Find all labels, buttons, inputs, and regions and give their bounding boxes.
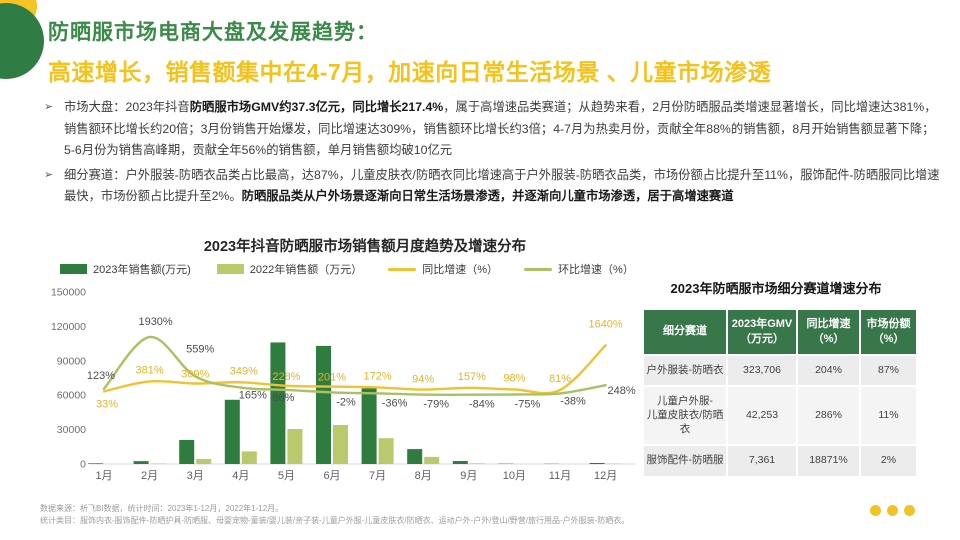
svg-text:12月: 12月: [594, 470, 617, 482]
legend-item: 同比增速（%）: [388, 261, 498, 277]
legend-label: 2023年销售额(万元): [93, 264, 191, 276]
page-title-line2: 高速增长，销售额集中在4-7月，加速向日常生活场景 、儿童市场渗透: [48, 59, 772, 85]
svg-text:7月: 7月: [369, 470, 386, 482]
footer-source-line: 数据来源：析飞BI数据，统计时间：2023年1-12月，2022年1-12月。: [40, 504, 284, 513]
svg-text:8月: 8月: [415, 470, 432, 482]
legend-item: 环比增速（%）: [524, 261, 634, 277]
svg-text:6月: 6月: [323, 470, 340, 482]
svg-text:94%: 94%: [412, 374, 434, 386]
svg-text:309%: 309%: [181, 368, 209, 380]
legend-item: 2022年销售额（万元）: [216, 261, 363, 277]
pagination-dots: [870, 505, 915, 516]
svg-text:90000: 90000: [57, 355, 86, 367]
footer-category-line: 统计类目：服饰内衣-服饰配件-防晒护具-防晒服、母婴宠物-童装/婴儿装/亲子装-…: [40, 516, 630, 526]
svg-text:248%: 248%: [608, 385, 636, 397]
svg-text:60000: 60000: [57, 390, 86, 402]
svg-text:86%: 86%: [272, 392, 294, 404]
svg-text:349%: 349%: [230, 365, 258, 377]
legend-swatch: [388, 267, 417, 271]
bullet-list: ➢ 市场大盘：2023年抖音防晒服市场GMV约37.3亿元，同比增长217.4%，…: [44, 97, 940, 211]
svg-text:1930%: 1930%: [138, 316, 172, 328]
bullet-text: 市场大盘：2023年抖音防晒服市场GMV约37.3亿元，同比增长217.4%，属…: [64, 100, 937, 157]
table-header-cell: 市场份额 （%）: [861, 310, 916, 354]
table-cell: 服饰配件-防晒服: [644, 446, 726, 476]
sales-trend-combo-chart: 0 30000 60000 90000 120000 150000 1月 2月 3月 4月 5月 6月…: [51, 287, 636, 482]
svg-text:9月: 9月: [460, 470, 477, 482]
svg-text:123%: 123%: [87, 370, 115, 382]
svg-text:81%: 81%: [549, 373, 571, 385]
svg-text:120000: 120000: [51, 321, 86, 333]
table-cell: 11%: [861, 387, 916, 445]
legend-swatch: [524, 267, 553, 271]
table-cell: 42,253: [728, 387, 796, 445]
table-cell: 323,706: [728, 355, 796, 386]
table-row: 户外服装-防晒衣 323,706 204% 87%: [644, 355, 916, 386]
svg-text:3月: 3月: [187, 470, 204, 482]
legend-label: 同比增速（%）: [422, 264, 499, 276]
legend-label: 2022年销售额（万元）: [249, 264, 363, 276]
svg-text:11月: 11月: [549, 470, 571, 482]
legend-swatch: [60, 264, 87, 274]
table-header-cell: 2023年GMV （万元）: [728, 310, 796, 354]
svg-text:-38%: -38%: [560, 395, 586, 407]
bullet-marker-icon: ➢: [44, 101, 54, 113]
decor-green-circle: [0, 3, 44, 79]
svg-text:228%: 228%: [272, 371, 300, 383]
svg-text:1640%: 1640%: [588, 318, 622, 330]
svg-text:4月: 4月: [232, 470, 249, 482]
svg-text:-36%: -36%: [382, 397, 408, 409]
svg-text:381%: 381%: [136, 364, 164, 376]
table-row: 服饰配件-防晒服 7,361 18871% 2%: [644, 446, 916, 476]
title-block: 防晒服市场电商大盘及发展趋势： 高速增长，销售额集中在4-7月，加速向日常生活场…: [48, 16, 771, 87]
svg-text:-84%: -84%: [469, 399, 495, 411]
svg-text:98%: 98%: [503, 373, 525, 385]
table-cell: 儿童户外服- 儿童皮肤衣/防晒衣: [644, 387, 726, 445]
svg-text:172%: 172%: [364, 370, 392, 382]
table-cell: 2%: [861, 446, 916, 476]
legend-item: 2023年销售额(万元): [60, 261, 191, 277]
table-cell: 204%: [798, 355, 859, 386]
pagination-dot: [870, 505, 881, 516]
segment-table-title: 2023年防晒服市场细分赛道增速分布: [670, 281, 882, 296]
pagination-dot: [887, 505, 898, 516]
chart-legend: 2023年销售额(万元) 2022年销售额（万元） 同比增速（%） 环比增速（%）: [60, 261, 634, 277]
segment-growth-table: 细分赛道 2023年GMV （万元） 同比增速 （%） 市场份额 （%） 户外服装-防…: [642, 308, 918, 478]
svg-text:30000: 30000: [57, 424, 86, 436]
table-cell: 286%: [798, 387, 859, 445]
table-cell: 户外服装-防晒衣: [644, 355, 726, 386]
pagination-dot: [904, 505, 915, 516]
svg-text:-79%: -79%: [423, 399, 449, 411]
svg-text:-2%: -2%: [336, 396, 356, 408]
svg-text:165%: 165%: [239, 390, 267, 402]
bullet-marker-icon: ➢: [44, 168, 54, 181]
svg-text:33%: 33%: [96, 398, 118, 410]
svg-text:157%: 157%: [458, 371, 486, 383]
table-header-cell: 细分赛道: [644, 310, 726, 354]
table-cell: 87%: [861, 355, 916, 386]
svg-text:-75%: -75%: [515, 398, 541, 410]
chart-title: 2023年抖音防晒服市场销售额月度趋势及增速分布: [203, 239, 527, 255]
svg-text:5月: 5月: [278, 470, 295, 482]
table-cell: 18871%: [798, 446, 859, 476]
page-title-line1: 防晒服市场电商大盘及发展趋势：: [48, 21, 378, 44]
svg-text:0: 0: [80, 459, 86, 471]
svg-text:559%: 559%: [186, 343, 214, 355]
bullet-item: ➢ 细分赛道：户外服装-防晒衣品类占比最高，达87%，儿童皮肤衣/防晒衣同比增速高…: [44, 165, 940, 208]
svg-text:2月: 2月: [141, 470, 158, 482]
svg-text:201%: 201%: [318, 372, 346, 384]
legend-label: 环比增速（%）: [558, 264, 634, 276]
table-cell: 7,361: [728, 446, 796, 476]
footer: 数据来源：析飞BI数据，统计时间：2023年1-12月，2022年1-12月。 …: [40, 503, 800, 528]
table-row: 儿童户外服- 儿童皮肤衣/防晒衣 42,253 286% 11%: [644, 387, 916, 445]
table-header-cell: 同比增速 （%）: [798, 310, 859, 354]
bullet-item: ➢ 市场大盘：2023年抖音防晒服市场GMV约37.3亿元，同比增长217.4%，…: [44, 97, 940, 162]
table-header-row: 细分赛道 2023年GMV （万元） 同比增速 （%） 市场份额 （%）: [644, 310, 916, 354]
legend-swatch: [216, 264, 244, 274]
svg-text:150000: 150000: [51, 287, 86, 299]
svg-text:10月: 10月: [503, 470, 526, 482]
bullet-text: 细分赛道：户外服装-防晒衣品类占比最高，达87%，儿童皮肤衣/防晒衣同比增速高于…: [64, 167, 940, 204]
svg-text:1月: 1月: [95, 470, 112, 482]
